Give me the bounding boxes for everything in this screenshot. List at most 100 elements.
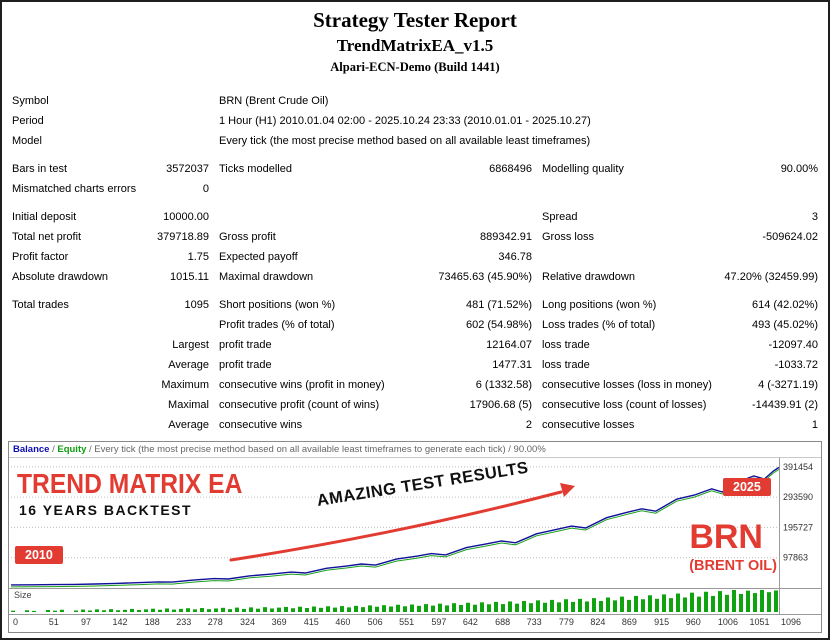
table-cell: Ticks modelled 6868496: [219, 163, 532, 175]
cell-label: consecutive profit (count of wins): [219, 399, 380, 411]
x-axis-label: 824: [590, 617, 605, 627]
table-cell: Average: [12, 359, 209, 371]
table-cell: Total net profit 379718.89: [12, 231, 209, 243]
y-axis-label: 195727: [783, 522, 813, 532]
size-bar: [683, 597, 687, 612]
server-build: Alpari-ECN-Demo (Build 1441): [330, 60, 500, 74]
legend-separator: /: [49, 444, 58, 455]
cell-value: 493 (45.02%): [751, 319, 818, 331]
size-bar: [130, 608, 134, 612]
cell-label: Absolute drawdown: [12, 271, 109, 283]
cell-value: 3: [811, 211, 818, 223]
size-bar: [172, 609, 176, 612]
size-bar: [312, 606, 316, 612]
table-cell: Maximal: [12, 399, 209, 411]
cell-label: loss trade: [542, 359, 590, 371]
cell-label: Long positions (won %): [542, 299, 657, 311]
arrow-head-icon: [560, 483, 575, 497]
table-cell: Loss trades (% of total) 493 (45.02%): [542, 319, 818, 331]
size-bar: [340, 606, 344, 612]
table-cell: Period: [12, 115, 209, 127]
table-cell: profit trade 1477.31: [219, 359, 532, 371]
size-bar: [732, 590, 736, 612]
size-bar: [235, 607, 239, 612]
cell-value: 346.78: [498, 251, 532, 263]
results-table: Symbol BRN (Brent Crude Oil) Period 1 Hour …: [2, 91, 828, 435]
x-axis-label: 1096: [781, 617, 801, 627]
size-bar: [606, 597, 610, 612]
size-bar: [641, 599, 645, 612]
size-bar: [361, 607, 365, 612]
table-cell: profit trade 12164.07: [219, 339, 532, 351]
size-bar: [466, 602, 470, 612]
size-bar: [452, 603, 456, 612]
size-bar: [158, 609, 162, 612]
x-axis-label: 960: [686, 617, 701, 627]
size-bar: [480, 602, 484, 612]
table-cell: Initial deposit 10000.00: [12, 211, 209, 223]
table-cell: Relative drawdown 47.20% (32459.99): [542, 271, 818, 283]
x-axis-label: 142: [113, 617, 128, 627]
table-row: Model Every tick (the most precise method…: [12, 131, 818, 151]
cell-value: 17906.68 (5): [469, 399, 532, 411]
size-bar: [60, 609, 64, 612]
balance-legend-label: Balance: [13, 444, 50, 455]
cell-value-wide: Every tick (the most precise method base…: [219, 135, 591, 147]
x-axis-label: 278: [208, 617, 223, 627]
size-bar: [620, 596, 624, 612]
x-axis-label: 915: [654, 617, 669, 627]
size-bar: [564, 599, 568, 612]
size-bar: [284, 606, 288, 612]
size-bar: [613, 600, 617, 612]
size-bar: [599, 601, 603, 612]
size-bar: [123, 609, 127, 612]
size-bar: [662, 594, 666, 612]
size-bar: [473, 604, 477, 612]
size-bar: [718, 591, 722, 612]
size-bar: [32, 610, 36, 612]
size-bar: [746, 590, 750, 612]
cell-value: Average: [168, 359, 209, 371]
cell-label: Profit factor: [12, 251, 69, 263]
cell-label: consecutive losses: [542, 419, 635, 431]
x-axis-label: 324: [240, 617, 255, 627]
watermark-symbol-sub: (BRENT OIL): [689, 558, 777, 574]
size-bar: [550, 599, 554, 612]
table-cell: Absolute drawdown 1015.11: [12, 271, 209, 283]
cell-label: Symbol: [12, 95, 49, 107]
table-cell: Gross profit 889342.91: [219, 231, 532, 243]
size-bar: [487, 604, 491, 612]
x-axis-label: 642: [463, 617, 478, 627]
size-bar: [354, 605, 358, 612]
table-cell: Maximum: [12, 379, 209, 391]
cell-value: 2: [525, 419, 532, 431]
size-bar: [179, 608, 183, 612]
chart-panel: Balance / Equity / Every tick (the most …: [8, 441, 822, 633]
x-axis-label: 1006: [718, 617, 738, 627]
x-axis-label: 869: [622, 617, 637, 627]
x-axis-label: 1051: [749, 617, 769, 627]
table-cell: Maximal drawdown 73465.63 (45.90%): [219, 271, 532, 283]
watermark-symbol: BRN: [689, 518, 763, 556]
table-row: Initial deposit 10000.00 Spread 3: [12, 207, 818, 227]
table-cell: loss trade -1033.72: [542, 359, 818, 371]
size-bar: [319, 607, 323, 612]
size-bar: [690, 592, 694, 612]
table-cell: Symbol: [12, 95, 209, 107]
cell-label: Expected payoff: [219, 251, 298, 263]
size-bar: [326, 606, 330, 612]
size-bar: [298, 606, 302, 612]
cell-label: Bars in test: [12, 163, 68, 175]
table-cell: Long positions (won %) 614 (42.02%): [542, 299, 818, 311]
size-bar: [627, 599, 631, 612]
cell-value: -14439.91 (2): [751, 399, 818, 411]
size-bar: [431, 605, 435, 612]
size-bar: [95, 609, 99, 612]
x-axis-label: 779: [559, 617, 574, 627]
cell-value-wide: 1 Hour (H1) 2010.01.04 02:00 - 2025.10.2…: [219, 115, 591, 127]
size-bar: [445, 605, 449, 612]
cell-value: -509624.02: [762, 231, 818, 243]
size-bar: [270, 608, 274, 612]
badge-start-year: 2010: [15, 546, 63, 564]
cell-value: 614 (42.02%): [751, 299, 818, 311]
